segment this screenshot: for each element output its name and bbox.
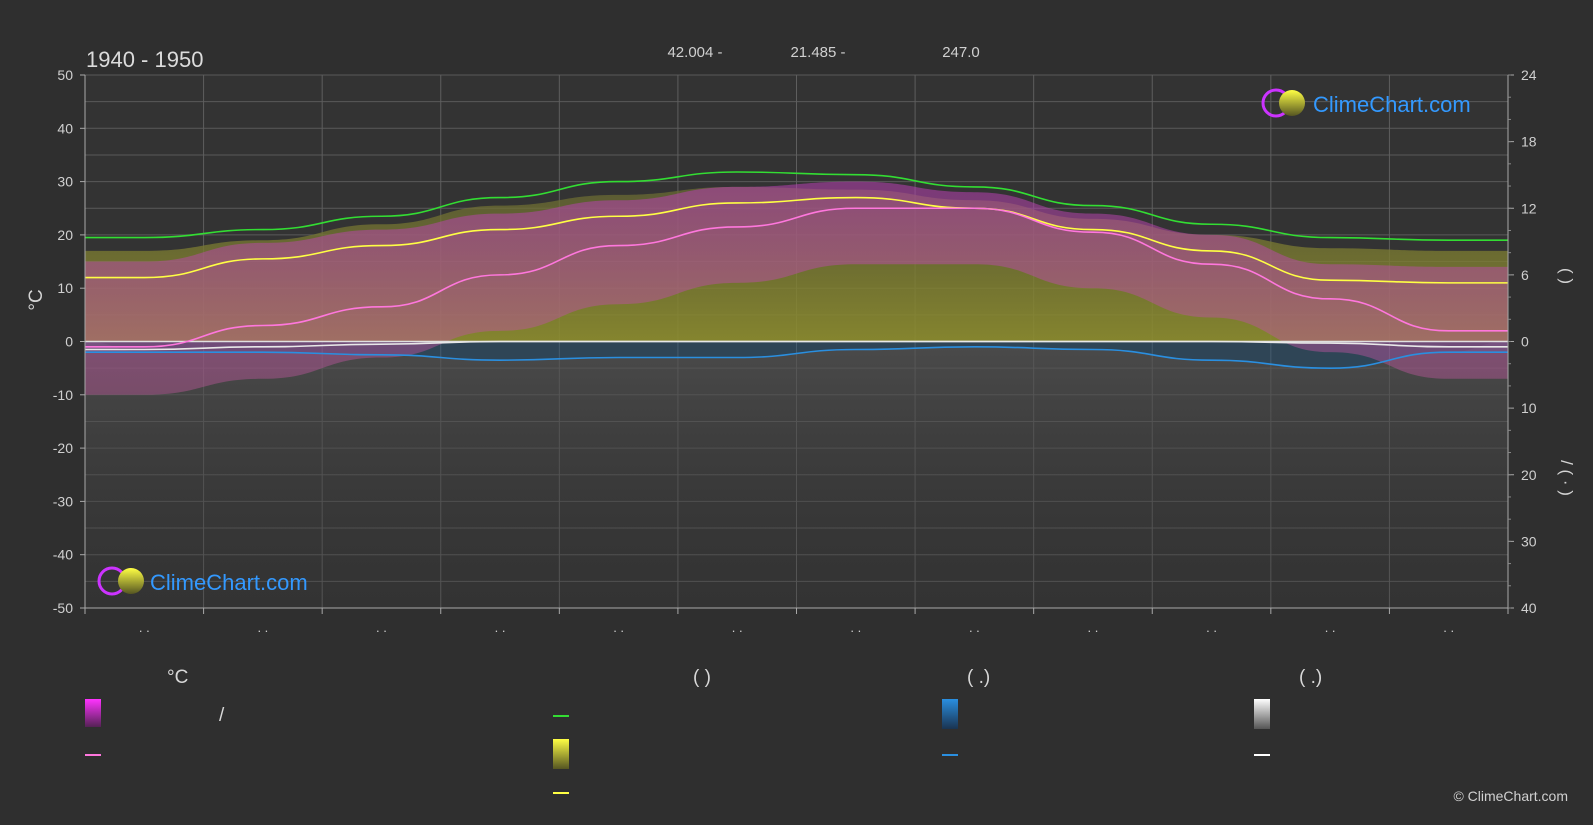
- y-axis-label: °C: [26, 289, 47, 310]
- axes: 50 40 30 20 10 0 -10 -20 -30 -40 -50 24 18 12 6 0 10 20 30…: [53, 67, 1537, 635]
- x-tick-label: . .: [732, 620, 743, 635]
- x-tick-label: . .: [613, 620, 624, 635]
- y-tick-label: 30: [57, 174, 73, 190]
- coordinate-value: 42.004 -: [667, 44, 722, 61]
- precip-area: [85, 341, 1508, 608]
- legend-col1-item1: /: [219, 705, 225, 726]
- y-tick-label: -10: [53, 387, 73, 403]
- daylight-line: [84, 171, 1508, 242]
- mean-temp-line: [85, 207, 1508, 348]
- y-tick-label: -50: [53, 600, 73, 616]
- coordinate-value: 21.485 -: [790, 44, 845, 61]
- logo-top-text: ClimeChart.com: [1313, 92, 1471, 117]
- legend-col3-title: ( .): [967, 667, 990, 688]
- y-tick-label: -40: [53, 547, 73, 563]
- x-tick-label: . .: [969, 620, 980, 635]
- coordinate-value: 247.0: [942, 44, 980, 61]
- rain-area: [85, 341, 1508, 369]
- y2-tick-label: 30: [1521, 533, 1537, 549]
- y2-tick-label: 10: [1521, 400, 1537, 416]
- y2-tick-label: 24: [1521, 67, 1537, 83]
- legend-col1-title: °C: [167, 667, 188, 688]
- y2-tick-label: 6: [1521, 267, 1529, 283]
- series-lines: [84, 171, 1508, 369]
- x-tick-label: . .: [850, 620, 861, 635]
- legend-col2-title: ( ): [693, 667, 711, 688]
- x-tick-label: . .: [1206, 620, 1217, 635]
- y-tick-label: 40: [57, 120, 73, 136]
- period-title: 1940 - 1950: [86, 47, 203, 72]
- x-tick-label: . .: [257, 620, 268, 635]
- logo-bottom: ClimeChart.com: [97, 566, 308, 596]
- y2-tick-label: 0: [1521, 334, 1529, 350]
- y-tick-label: 50: [57, 67, 73, 83]
- y-tick-label: -30: [53, 493, 73, 509]
- max-temp-line: [84, 196, 1508, 284]
- x-tick-label: . .: [139, 620, 150, 635]
- y-tick-label: 20: [57, 227, 73, 243]
- x-tick-label: . .: [495, 620, 506, 635]
- x-tick-label: . .: [1325, 620, 1336, 635]
- legend-swatch-rain: [942, 699, 958, 729]
- copyright: © ClimeChart.com: [1453, 788, 1568, 804]
- y2-tick-label: 20: [1521, 467, 1537, 483]
- y2-axis-label-bottom: / ( · ): [1557, 460, 1576, 496]
- x-tick-label: . .: [1443, 620, 1454, 635]
- y-tick-label: -20: [53, 440, 73, 456]
- snow-line: [85, 340, 1508, 351]
- x-tick-label: . .: [1088, 620, 1099, 635]
- logo-top: ClimeChart.com: [1261, 88, 1471, 118]
- y2-axis-label-top: ( ): [1557, 268, 1576, 284]
- y2-tick-label: 18: [1521, 134, 1537, 150]
- coordinates: 42.004 - 21.485 - 247.0: [667, 44, 979, 61]
- logo-sun-icon: [118, 568, 144, 594]
- legend-swatch-temp-range: [85, 699, 101, 727]
- y2-tick-label: 12: [1521, 200, 1537, 216]
- rain-line: [84, 346, 1508, 369]
- x-tick-label: . .: [376, 620, 387, 635]
- y2-tick-label: 40: [1521, 600, 1537, 616]
- data-areas: [85, 181, 1508, 608]
- logo-bottom-text: ClimeChart.com: [150, 570, 308, 595]
- y-tick-label: 10: [57, 280, 73, 296]
- logo-sun-icon: [1279, 90, 1305, 116]
- y-tick-label: 0: [65, 334, 73, 350]
- legend-col4-title: ( .): [1299, 667, 1322, 688]
- legend-swatch-snow: [1254, 699, 1270, 729]
- legend-swatch-sunshine: [553, 739, 569, 769]
